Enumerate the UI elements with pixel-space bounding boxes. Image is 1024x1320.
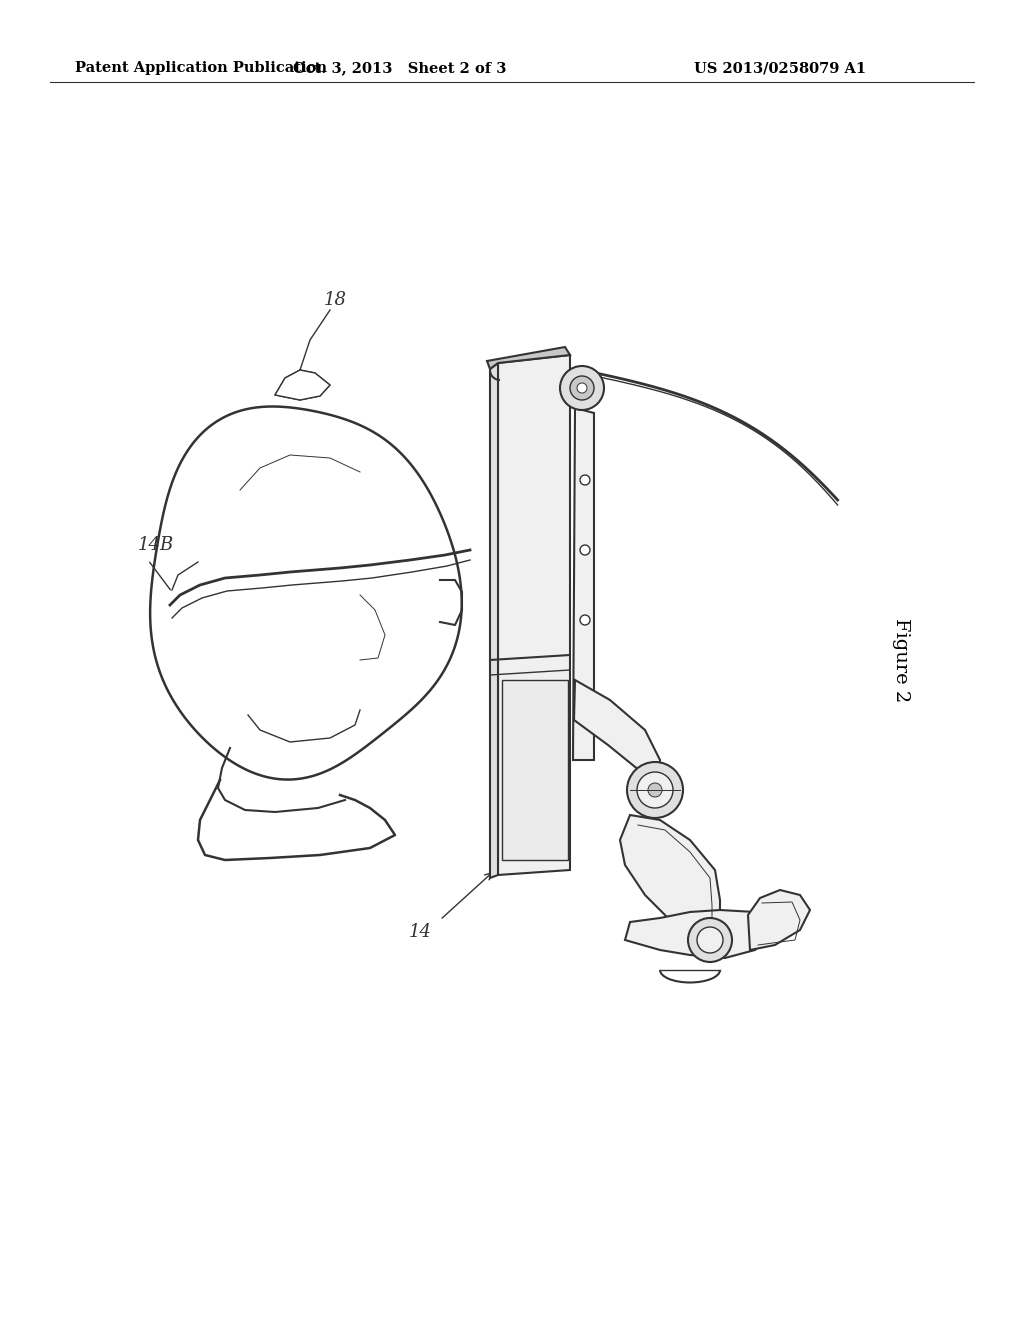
Circle shape <box>580 545 590 554</box>
Polygon shape <box>490 363 498 878</box>
Polygon shape <box>625 909 770 958</box>
Text: 14B: 14B <box>138 536 174 554</box>
Circle shape <box>580 475 590 484</box>
Polygon shape <box>151 407 462 780</box>
Polygon shape <box>502 680 568 861</box>
Polygon shape <box>748 890 810 950</box>
Circle shape <box>627 762 683 818</box>
Polygon shape <box>620 814 720 940</box>
Circle shape <box>688 917 732 962</box>
Circle shape <box>637 772 673 808</box>
Polygon shape <box>275 370 330 400</box>
Circle shape <box>560 366 604 411</box>
Text: US 2013/0258079 A1: US 2013/0258079 A1 <box>694 61 866 75</box>
Circle shape <box>580 615 590 624</box>
Circle shape <box>577 383 587 393</box>
Text: 14: 14 <box>409 923 431 941</box>
Text: Figure 2: Figure 2 <box>892 618 910 702</box>
Text: Oct. 3, 2013   Sheet 2 of 3: Oct. 3, 2013 Sheet 2 of 3 <box>293 61 507 75</box>
Polygon shape <box>573 408 594 760</box>
Polygon shape <box>498 355 570 875</box>
Text: 18: 18 <box>324 290 346 309</box>
Polygon shape <box>198 780 395 900</box>
Circle shape <box>570 376 594 400</box>
Polygon shape <box>574 680 660 785</box>
Circle shape <box>697 927 723 953</box>
Polygon shape <box>487 347 570 370</box>
Text: Patent Application Publication: Patent Application Publication <box>75 61 327 75</box>
Circle shape <box>648 783 662 797</box>
